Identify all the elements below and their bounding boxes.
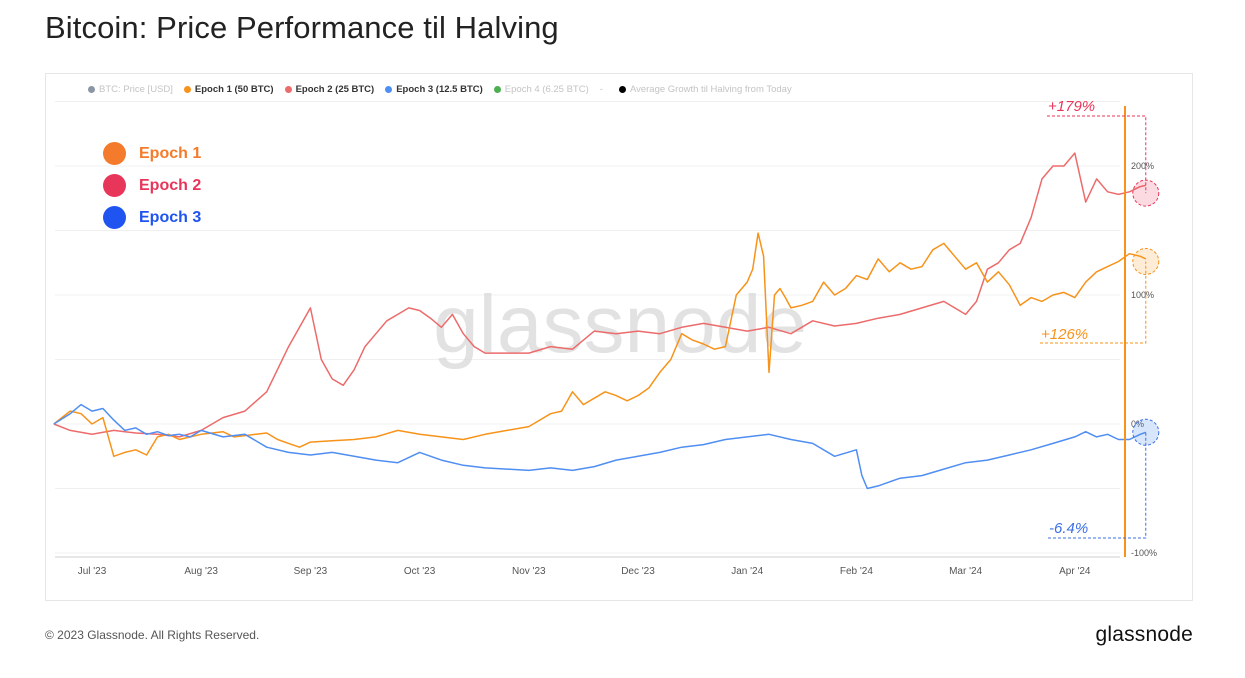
x-tick-label: Feb '24 — [840, 566, 873, 577]
legend-label-epoch-2: Epoch 2 (25 BTC) — [295, 84, 375, 95]
chart-legend: BTC: Price [USD] Epoch 1 (50 BTC) Epoch … — [88, 84, 803, 95]
end-marker-3 — [1132, 418, 1160, 446]
y-tick-label: 200% — [1131, 161, 1154, 171]
epoch-key-3-circle — [103, 206, 126, 229]
series-line-2 — [53, 152, 1146, 438]
legend-dot-epoch-1 — [183, 86, 191, 93]
watermark: glassnode — [433, 279, 807, 370]
y-tick-label: 100% — [1131, 290, 1154, 300]
end-leader-2 — [1047, 115, 1147, 194]
y-tick-label: -100% — [1131, 548, 1157, 558]
x-tick-label: Jul '23 — [78, 566, 107, 577]
legend-label-epoch-4: Epoch 4 (6.25 BTC) — [504, 84, 589, 95]
legend-dot-average-growth — [618, 86, 626, 93]
legend-item-btc-price[interactable]: BTC: Price [USD] — [88, 84, 173, 95]
legend-dot-epoch-4 — [493, 86, 501, 93]
axis-layer: Jul '23 Aug '23 Sep '23 Oct '23 Nov '23 Dec '… — [55, 106, 1157, 577]
page-title: Bitcoin: Price Performance til Halving — [45, 10, 559, 45]
legend-item-epoch-2[interactable]: Epoch 2 (25 BTC) — [284, 84, 375, 95]
x-tick-label: Sep '23 — [294, 566, 328, 577]
end-label-1: +126% — [1041, 326, 1088, 343]
legend-item-epoch-4[interactable]: Epoch 4 (6.25 BTC) — [493, 84, 589, 95]
x-tick-label: Aug '23 — [184, 566, 218, 577]
footer-logo[interactable]: glassnode — [1095, 623, 1193, 646]
series-line-1 — [53, 232, 1147, 458]
legend-label-epoch-3: Epoch 3 (12.5 BTC) — [396, 84, 483, 95]
end-label-2: +179% — [1048, 98, 1095, 115]
x-tick-label: Apr '24 — [1059, 566, 1091, 577]
legend-label-btc-price: BTC: Price [USD] — [99, 84, 173, 95]
epoch-key-3: Epoch 3 — [103, 206, 201, 229]
series-line-3 — [53, 403, 1147, 490]
epoch-key-1: Epoch 1 — [103, 142, 201, 165]
x-tick-label: Jan '24 — [731, 566, 763, 577]
epoch-key-2-circle — [103, 174, 126, 197]
legend-separator: - — [599, 84, 603, 95]
legend-label-average-growth: Average Growth til Halving from Today — [629, 84, 792, 95]
y-tick-label: 0% — [1131, 419, 1144, 429]
x-tick-label: Mar '24 — [949, 566, 982, 577]
series-layer — [53, 152, 1147, 490]
epoch-key-3-label: Epoch 3 — [139, 208, 202, 226]
end-leader-1 — [1040, 261, 1147, 344]
end-leader-3 — [1048, 432, 1147, 539]
legend-label-epoch-1: Epoch 1 (50 BTC) — [194, 84, 274, 95]
grid-layer — [55, 101, 1120, 554]
footer-copyright: © 2023 Glassnode. All Rights Reserved. — [45, 628, 260, 642]
epoch-key-1-circle — [103, 142, 126, 165]
legend-item-epoch-1[interactable]: Epoch 1 (50 BTC) — [183, 84, 274, 95]
epoch-key-1-label: Epoch 1 — [139, 144, 202, 162]
end-label-3: -6.4% — [1049, 520, 1088, 537]
chart-frame — [45, 73, 1193, 601]
epoch-key-2: Epoch 2 — [103, 174, 201, 197]
x-tick-label: Oct '23 — [404, 566, 436, 577]
legend-item-epoch-3[interactable]: Epoch 3 (12.5 BTC) — [385, 84, 483, 95]
annotation-layer: +126% +179% -6.4% — [1040, 98, 1160, 539]
legend-dot-btc-price — [88, 86, 95, 93]
epoch-key-2-label: Epoch 2 — [139, 176, 202, 194]
legend-dot-epoch-2 — [284, 86, 292, 93]
x-tick-label: Nov '23 — [512, 566, 546, 577]
x-tick-label: Dec '23 — [621, 566, 655, 577]
legend-item-average-growth[interactable]: Average Growth til Halving from Today — [618, 84, 792, 95]
legend-dot-epoch-3 — [385, 86, 393, 93]
